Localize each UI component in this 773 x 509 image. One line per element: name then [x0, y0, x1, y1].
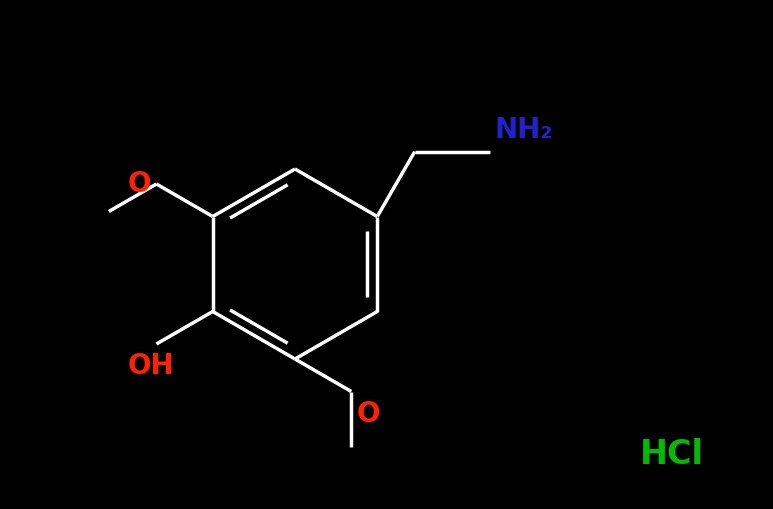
Text: NH₂: NH₂ — [495, 116, 553, 144]
Text: OH: OH — [128, 352, 175, 380]
Text: O: O — [128, 170, 152, 198]
Text: HCl: HCl — [640, 438, 704, 470]
Text: O: O — [356, 400, 380, 428]
